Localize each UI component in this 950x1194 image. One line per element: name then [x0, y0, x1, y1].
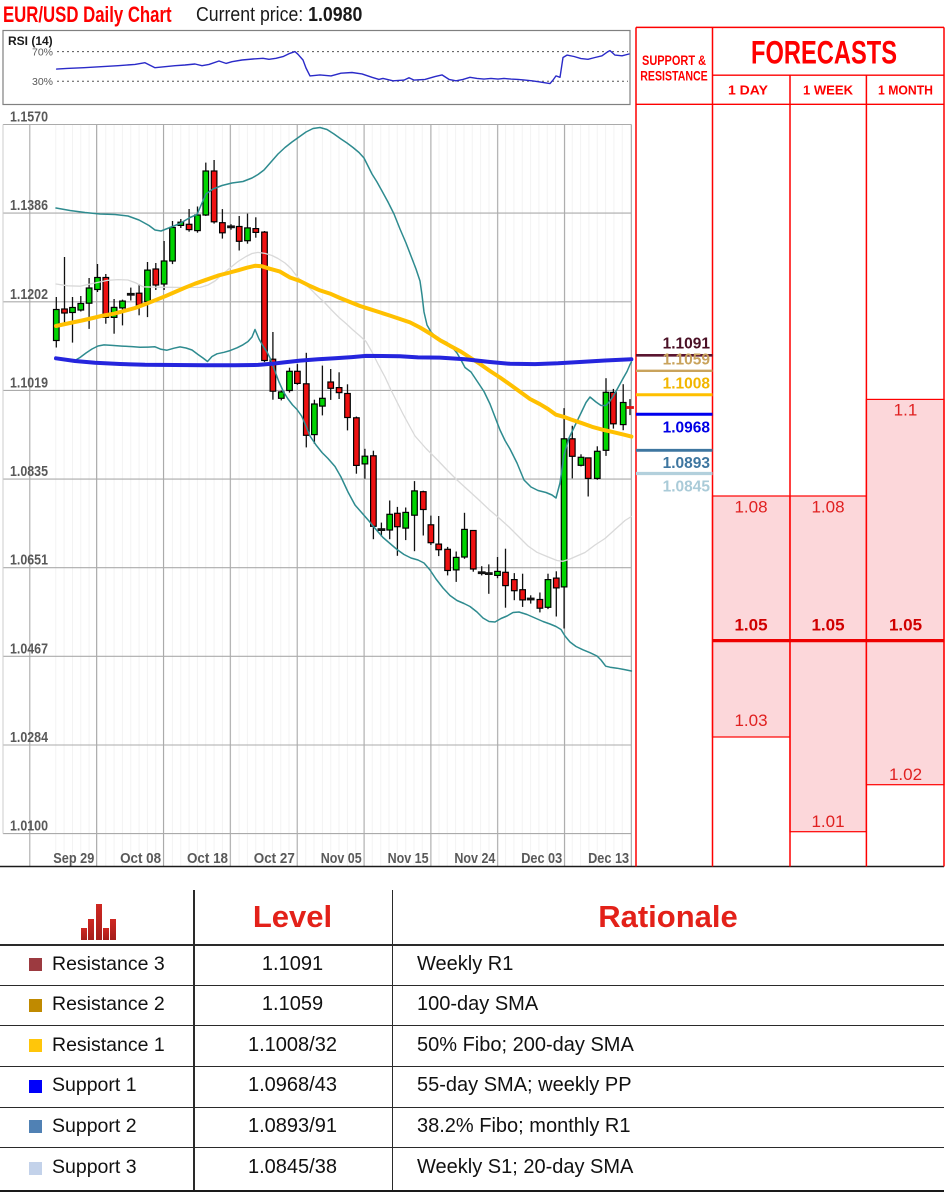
svg-text:1.08: 1.08: [734, 498, 767, 517]
svg-text:1.1570: 1.1570: [10, 110, 48, 126]
svg-text:1.0100: 1.0100: [10, 819, 48, 835]
svg-text:Oct 18: Oct 18: [187, 851, 228, 867]
svg-text:Oct 27: Oct 27: [254, 851, 295, 867]
svg-text:1.1: 1.1: [894, 401, 918, 420]
svg-text:1.0651: 1.0651: [10, 553, 48, 569]
svg-text:Nov 15: Nov 15: [388, 851, 429, 867]
svg-text:Dec 03: Dec 03: [521, 851, 562, 867]
svg-text:SUPPORT &: SUPPORT &: [642, 53, 706, 68]
svg-text:1.1019: 1.1019: [10, 375, 48, 391]
svg-text:1.1202: 1.1202: [10, 287, 48, 303]
svg-text:1.1059: 1.1059: [663, 352, 711, 369]
svg-text:1.01: 1.01: [811, 812, 844, 831]
svg-text:1.1091: 1.1091: [663, 336, 711, 353]
svg-text:Dec 13: Dec 13: [588, 851, 629, 867]
svg-text:70%: 70%: [32, 47, 53, 59]
svg-text:1.03: 1.03: [734, 711, 767, 730]
svg-text:1.05: 1.05: [889, 616, 922, 635]
svg-text:1 WEEK: 1 WEEK: [803, 83, 854, 98]
svg-text:1.0467: 1.0467: [10, 641, 48, 657]
svg-text:RESISTANCE: RESISTANCE: [640, 69, 708, 84]
svg-text:FORECASTS: FORECASTS: [751, 35, 897, 71]
svg-text:1.05: 1.05: [734, 616, 767, 635]
svg-text:1.05: 1.05: [811, 616, 844, 635]
svg-text:1 DAY: 1 DAY: [728, 83, 768, 98]
svg-text:1.02: 1.02: [889, 765, 922, 784]
svg-text:1.0968: 1.0968: [663, 420, 711, 437]
svg-text:1.1386: 1.1386: [10, 198, 48, 214]
svg-text:1.0835: 1.0835: [10, 464, 48, 480]
svg-text:RSI (14): RSI (14): [8, 34, 53, 48]
svg-text:Sep 29: Sep 29: [53, 851, 94, 867]
svg-text:Oct 08: Oct 08: [120, 851, 161, 867]
svg-text:1.1008: 1.1008: [663, 376, 711, 393]
svg-text:30%: 30%: [32, 76, 53, 88]
svg-text:1.08: 1.08: [811, 498, 844, 517]
svg-text:1.0845: 1.0845: [663, 479, 711, 496]
svg-text:1.0893: 1.0893: [663, 455, 711, 472]
svg-text:1.0284: 1.0284: [10, 730, 48, 746]
svg-text:Nov 24: Nov 24: [454, 851, 495, 867]
svg-text:Nov 05: Nov 05: [321, 851, 362, 867]
svg-text:1 MONTH: 1 MONTH: [878, 83, 933, 98]
